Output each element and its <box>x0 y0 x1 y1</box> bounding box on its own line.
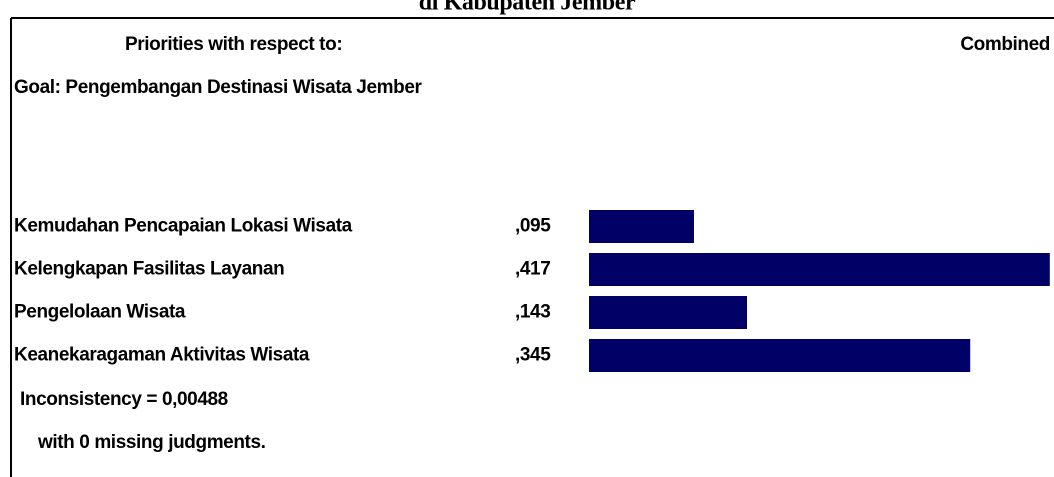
priority-value: ,345 <box>515 345 551 366</box>
window-title: di Kabupaten Jember <box>419 0 636 16</box>
bar <box>589 296 748 329</box>
criterion-label: Pengelolaan Wisata <box>14 302 186 323</box>
priorities-label: Priorities with respect to: <box>125 34 342 55</box>
missing-judgments: with 0 missing judgments. <box>37 432 266 453</box>
priority-value: ,143 <box>515 302 550 323</box>
bar <box>589 210 694 243</box>
inconsistency: Inconsistency = 0,00488 <box>20 389 228 410</box>
priority-value: ,417 <box>515 259 550 280</box>
criterion-label: Kemudahan Pencapaian Lokasi Wisata <box>14 216 353 237</box>
criterion-label: Kelengkapan Fasilitas Layanan <box>14 259 284 280</box>
bar <box>589 339 971 372</box>
combined-label: Combined <box>960 34 1050 55</box>
goal: Goal: Pengembangan Destinasi Wisata Jemb… <box>14 77 422 98</box>
criterion-label: Keanekaragaman Aktivitas Wisata <box>14 345 310 366</box>
priority-value: ,095 <box>515 216 551 237</box>
bar <box>589 253 1050 286</box>
